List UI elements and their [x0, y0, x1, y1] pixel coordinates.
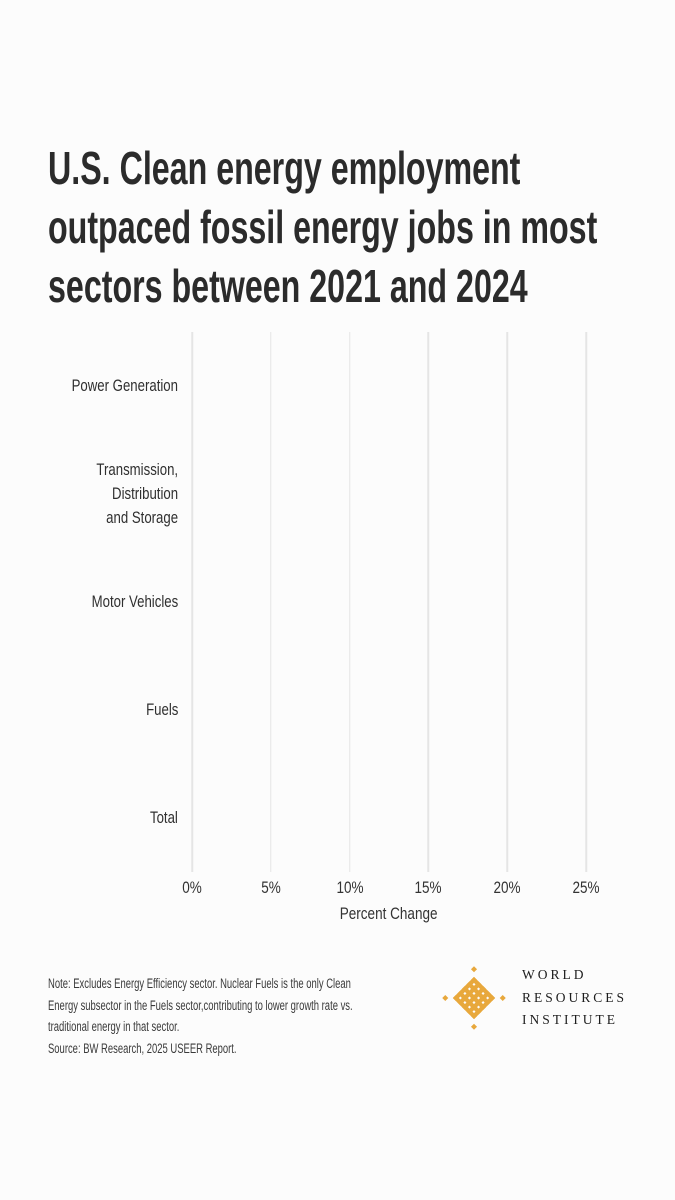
x-tick-label-text: 5% — [261, 879, 281, 897]
x-tick-label-text: 15% — [414, 879, 442, 897]
category-row: Power Generation — [0, 332, 178, 440]
gridline — [348, 332, 351, 872]
category-label: Fuels — [145, 701, 178, 719]
category-row: Fuels — [0, 656, 178, 764]
x-tick-label-text: 10% — [336, 879, 364, 897]
chart-title-line-text: sectors between 2021 and 2024 — [48, 260, 528, 312]
x-tick-label: 20% — [491, 879, 524, 898]
x-axis-ticks: 0% 5% 10% 15% 20% 25% — [182, 879, 599, 899]
gridline — [270, 332, 272, 872]
category-row: Total — [0, 764, 178, 872]
gridline — [585, 332, 587, 872]
x-tick-label: 5% — [259, 879, 283, 898]
x-tick-label: 10% — [333, 879, 366, 898]
wri-wordmark: WORLD RESOURCES INSTITUTE — [522, 964, 627, 1032]
chart-title-line: outpaced fossil energy jobs in most — [48, 198, 675, 257]
category-row: Motor Vehicles — [0, 548, 178, 656]
chart-title-line: sectors between 2021 and 2024 — [48, 257, 675, 316]
x-tick-label-text: 25% — [572, 879, 600, 897]
category-label: Power Generation — [71, 377, 178, 395]
category-axis: Power Generation Transmission, Distributi… — [0, 332, 178, 872]
chart-title: U.S. Clean energy employment outpaced fo… — [48, 139, 675, 316]
category-row: Transmission, Distribution and Storage — [0, 440, 178, 548]
wri-weave-icon — [442, 966, 506, 1030]
chart-title-line-text: outpaced fossil energy jobs in most — [48, 201, 598, 253]
chart-title-line: U.S. Clean energy employment — [48, 139, 675, 198]
wri-wordmark-line: WORLD — [522, 967, 587, 983]
wri-wordmark-line: INSTITUTE — [522, 1012, 618, 1028]
x-axis-title: Percent Change — [192, 905, 586, 924]
gridline — [427, 332, 430, 872]
x-tick-label: 0% — [180, 879, 204, 898]
x-tick-label: 25% — [569, 879, 602, 898]
gridline — [506, 332, 508, 872]
x-tick-label-text: 20% — [493, 879, 521, 897]
wri-logo: WORLD RESOURCES INSTITUTE — [442, 962, 627, 1034]
note-text: Note: Excludes Energy Efficiency sector.… — [48, 976, 353, 1034]
x-tick-label-text: 0% — [182, 879, 202, 897]
gridline — [191, 332, 193, 872]
plot-area — [191, 332, 587, 872]
wri-wordmark-line: RESOURCES — [522, 989, 628, 1005]
x-axis-title-text: Percent Change — [340, 905, 438, 923]
category-label: Transmission, Distribution and Storage — [96, 461, 178, 527]
source-text: Source: BW Research, 2025 USEER Report. — [48, 1040, 237, 1056]
chart-title-line-text: U.S. Clean energy employment — [48, 142, 521, 194]
footnote: Note: Excludes Energy Efficiency sector.… — [48, 973, 528, 1059]
category-label: Total — [150, 809, 178, 827]
x-tick-label: 15% — [412, 879, 445, 898]
category-label: Motor Vehicles — [91, 593, 178, 611]
